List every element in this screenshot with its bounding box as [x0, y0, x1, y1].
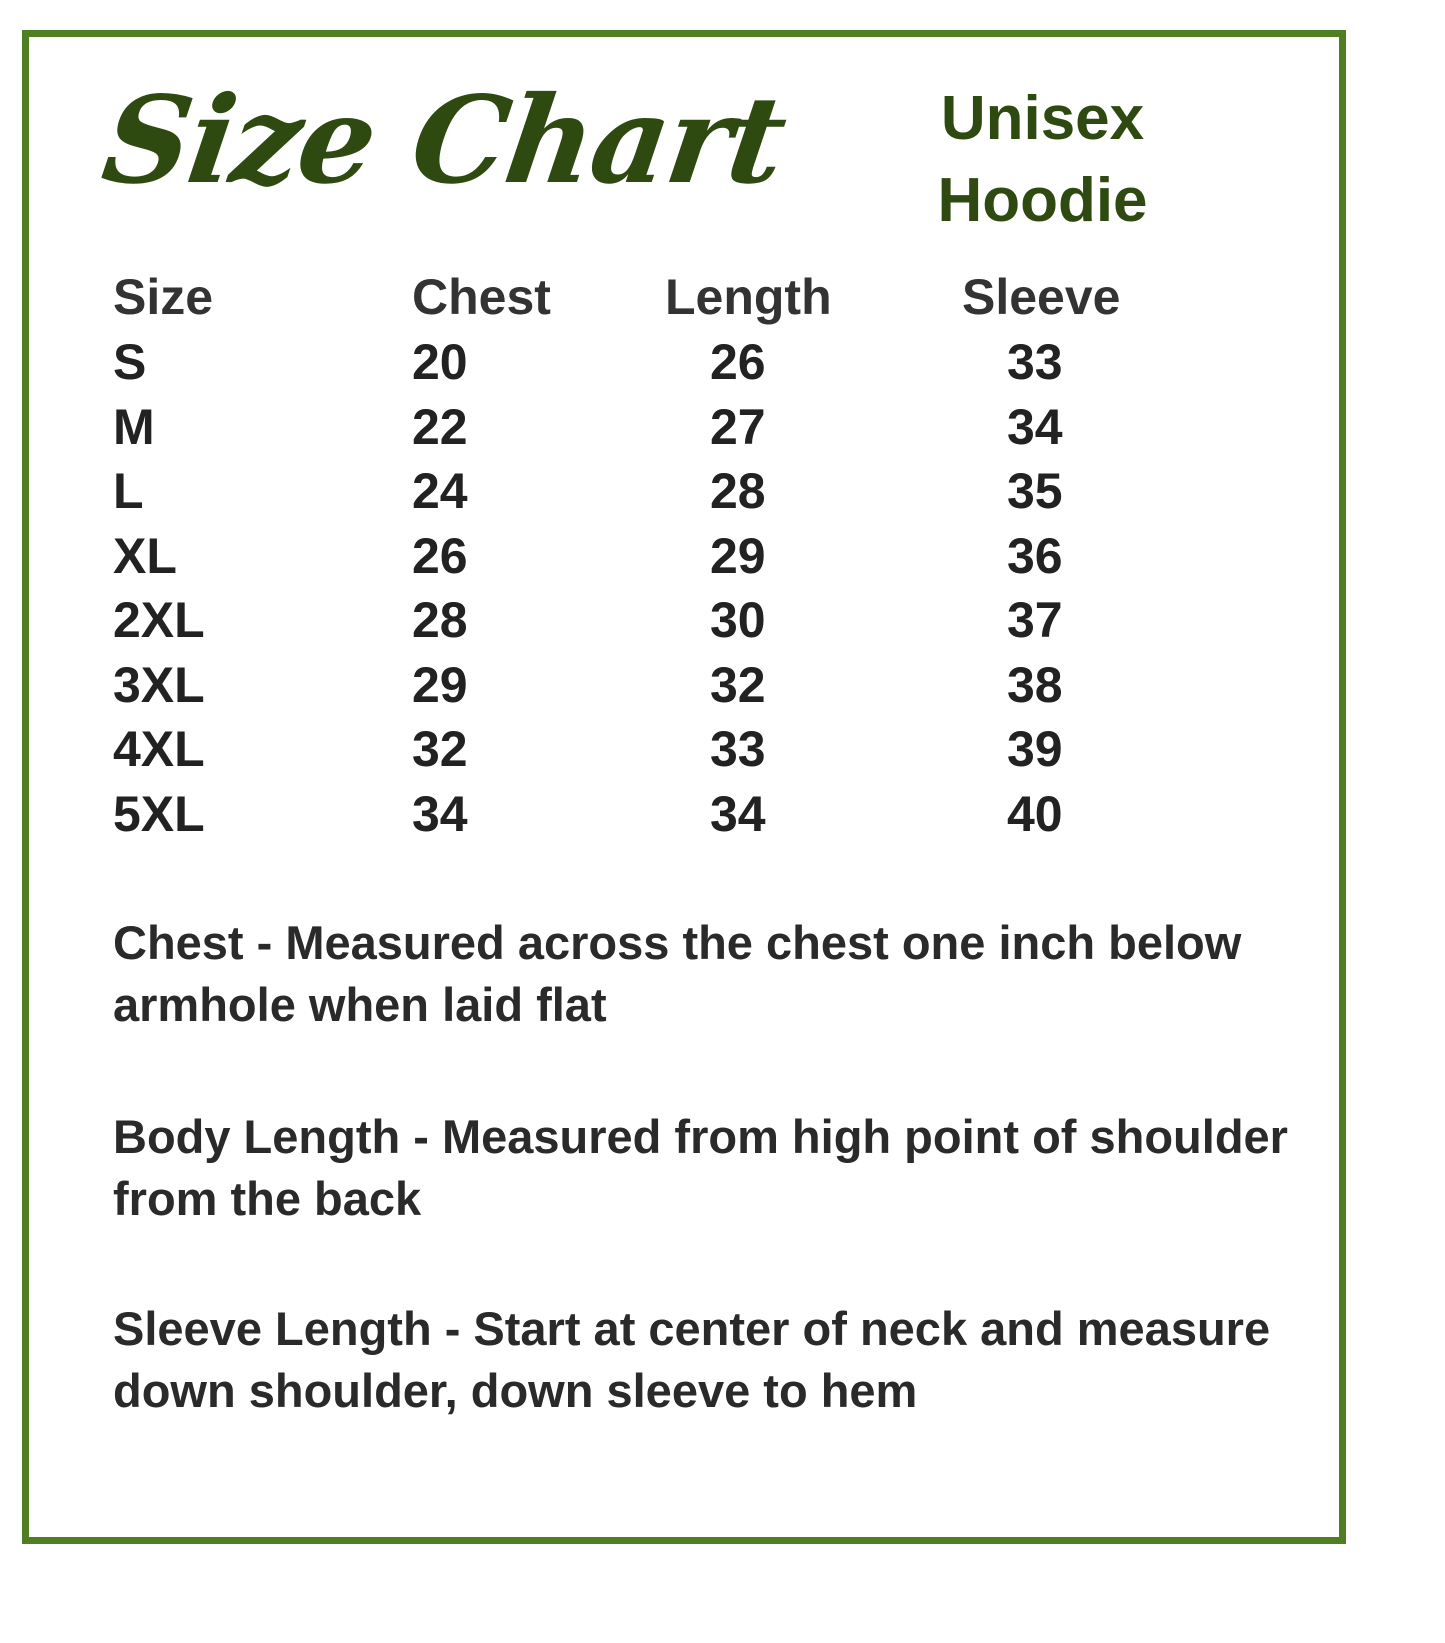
measurement-value: 33 — [1007, 334, 1063, 390]
measurement-note: Body Length - Measured from high point o… — [113, 1110, 1288, 1225]
measurement-value: 27 — [710, 398, 766, 455]
measurement-value: 24 — [412, 463, 468, 519]
measurement-note: Sleeve Length - Start at center of neck … — [113, 1302, 1271, 1417]
measurement-value: 29 — [412, 656, 468, 713]
measurement-value: 35 — [1007, 463, 1063, 519]
measurement-value: 22 — [412, 398, 468, 455]
measurement-value: 32 — [710, 656, 766, 713]
size-label: XL — [113, 527, 177, 584]
subtitle-line: Hoodie — [937, 166, 1148, 235]
product-subtitle: Unisex Hoodie — [920, 78, 1165, 242]
size-label: S — [113, 334, 147, 390]
measurement-note: Chest - Measured across the chest one in… — [113, 916, 1242, 1031]
measurement-value: 26 — [710, 334, 766, 390]
measurement-value: 20 — [412, 334, 468, 390]
measurement-value: 34 — [412, 785, 468, 842]
column-header: Length — [665, 269, 832, 325]
column-header: Sleeve — [962, 269, 1121, 325]
page-title: Size Chart — [95, 70, 793, 211]
size-label: 3XL — [113, 656, 205, 713]
measurement-value: 33 — [710, 721, 766, 777]
column-header: Chest — [412, 269, 551, 325]
chart-border — [22, 30, 1346, 1544]
measurement-value: 34 — [710, 785, 766, 842]
measurement-value: 36 — [1007, 527, 1063, 584]
measurement-value: 37 — [1007, 592, 1063, 648]
size-label: 2XL — [113, 592, 205, 648]
size-label: 4XL — [113, 721, 205, 777]
size-label: M — [113, 398, 155, 455]
size-label: 5XL — [113, 785, 205, 842]
column-header: Size — [113, 269, 214, 325]
measurement-value: 26 — [412, 527, 468, 584]
measurement-value: 38 — [1007, 656, 1063, 713]
measurement-value: 30 — [710, 592, 766, 648]
measurement-value: 28 — [412, 592, 468, 648]
measurement-value: 40 — [1007, 785, 1063, 842]
measurement-value: 34 — [1007, 398, 1063, 455]
measurement-value: 28 — [710, 463, 766, 519]
measurement-value: 39 — [1007, 721, 1063, 777]
measurement-value: 29 — [710, 527, 766, 584]
subtitle-line: Unisex — [940, 84, 1145, 153]
measurement-value: 32 — [412, 721, 468, 777]
size-label: L — [113, 463, 144, 519]
